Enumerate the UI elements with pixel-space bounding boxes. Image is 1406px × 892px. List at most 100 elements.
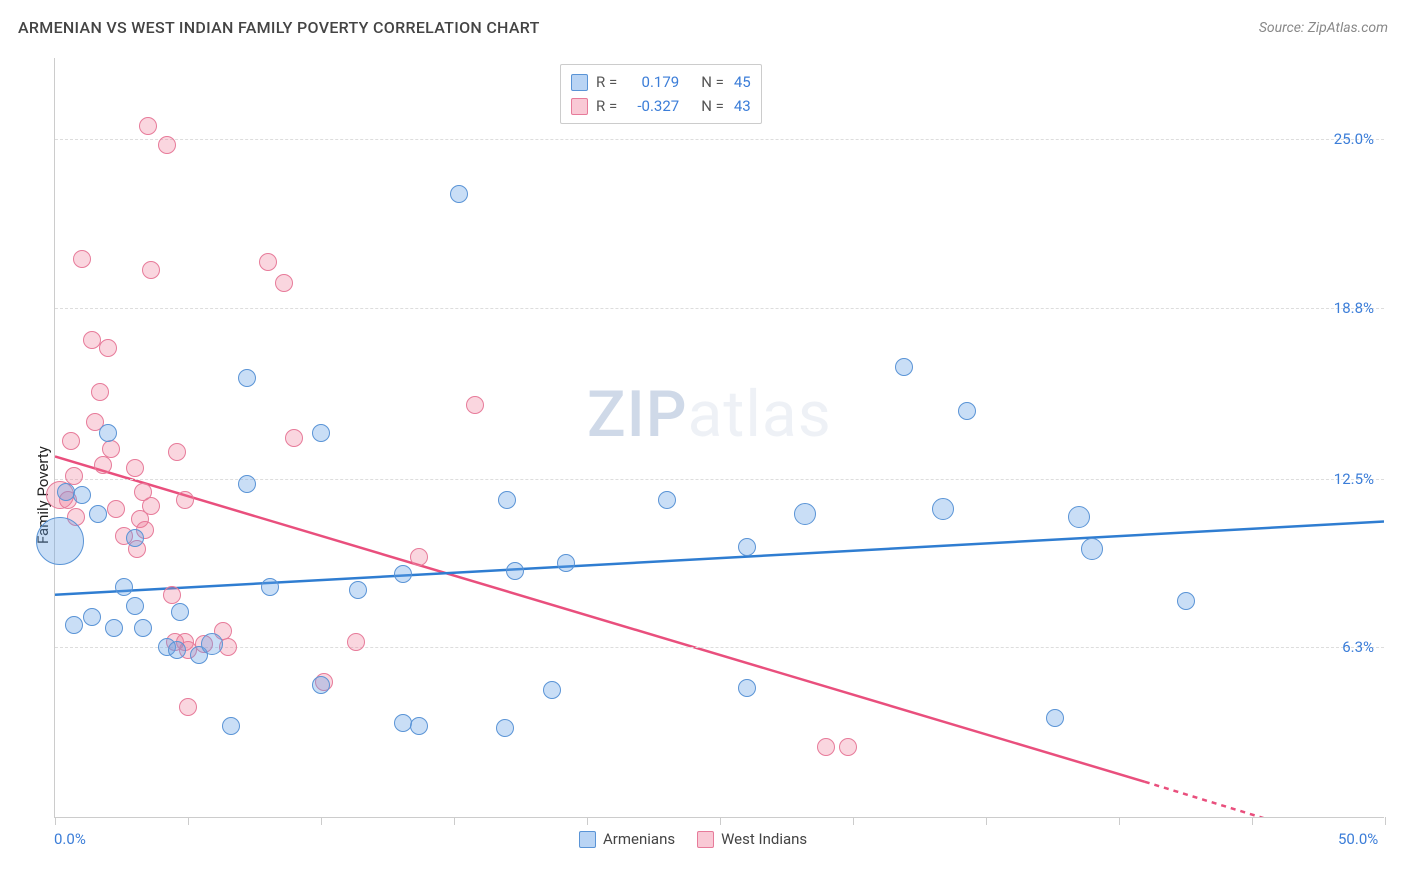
armenians-point [1046,709,1064,727]
armenians-swatch [571,74,588,91]
armenians-swatch [579,831,596,848]
westindians-point [99,339,117,357]
westindians-point [817,738,835,756]
westindians-swatch [697,831,714,848]
westindians-swatch [571,98,588,115]
series-legend: Armenians West Indians [579,830,807,848]
legend-label: Armenians [603,830,675,848]
armenians-point [83,608,101,626]
r-label: R = [596,70,617,94]
x-tick [321,817,322,825]
x-tick [986,817,987,825]
westindians-point [285,429,303,447]
armenians-point [105,619,123,637]
armenians-point [99,424,117,442]
correlation-row-armenians: R = 0.179 N = 45 [571,70,751,94]
armenians-point [1068,506,1090,528]
y-tick-label: 12.5% [1334,470,1374,488]
y-gridline [55,308,1384,309]
westindians-point [142,497,160,515]
source-label: Source: ZipAtlas.com [1259,20,1388,36]
y-gridline [55,647,1384,648]
trend-lines [55,58,1384,817]
armenians-point [73,486,91,504]
r-value: 0.179 [625,70,679,94]
legend-item-westindians: West Indians [697,830,807,848]
armenians-point [126,597,144,615]
armenians-point [895,358,913,376]
chart-title: ARMENIAN VS WEST INDIAN FAMILY POVERTY C… [18,18,540,37]
armenians-point [89,505,107,523]
r-label: R = [596,94,617,118]
westindians-point [102,440,120,458]
legend-label: West Indians [721,830,807,848]
westindians-point [168,443,186,461]
westindians-point [347,633,365,651]
westindians-point [94,456,112,474]
armenians-point [222,717,240,735]
watermark: ZIPatlas [587,377,832,452]
armenians-point [134,619,152,637]
westindians-point [107,500,125,518]
westindians-point [62,432,80,450]
armenians-point [171,603,189,621]
x-tick [720,817,721,825]
westindians-point [259,253,277,271]
armenians-point [312,424,330,442]
x-tick [55,817,56,825]
armenians-point [496,719,514,737]
x-tick [853,817,854,825]
armenians-point [410,717,428,735]
x-axis-min-label: 0.0% [54,830,86,848]
armenians-point [543,681,561,699]
y-gridline [55,139,1384,140]
westindians-point [179,698,197,716]
armenians-point [261,578,279,596]
armenians-point [168,641,186,659]
x-tick [188,817,189,825]
westindians-point [275,274,293,292]
westindians-point [466,396,484,414]
armenians-point [738,679,756,697]
n-value: 45 [734,70,751,94]
armenians-point [958,402,976,420]
correlation-legend: R = 0.179 N = 45R = -0.327 N = 43 [560,64,762,124]
westindians-point [139,117,157,135]
trend-line [55,456,1145,781]
westindians-point [158,136,176,154]
n-value: 43 [734,94,751,118]
armenians-point [238,475,256,493]
armenians-point [498,491,516,509]
armenians-point [1177,592,1195,610]
y-tick-label: 18.8% [1334,299,1374,317]
armenians-point [36,517,84,565]
armenians-point [65,616,83,634]
armenians-point [1081,538,1103,560]
armenians-point [506,562,524,580]
r-value: -0.327 [625,94,679,118]
westindians-point [176,491,194,509]
armenians-point [349,581,367,599]
x-tick [1252,817,1253,825]
legend-item-armenians: Armenians [579,830,675,848]
westindians-point [73,250,91,268]
y-tick-label: 6.3% [1342,638,1374,656]
armenians-point [201,633,223,655]
westindians-point [410,548,428,566]
n-label: N = [701,70,724,94]
x-tick [1119,817,1120,825]
correlation-row-westindians: R =-0.327N =43 [571,94,751,118]
x-tick [1385,817,1386,825]
x-axis-max-label: 50.0% [1338,830,1378,848]
armenians-point [394,565,412,583]
westindians-point [91,383,109,401]
westindians-point [126,459,144,477]
y-tick-label: 25.0% [1334,130,1374,148]
armenians-point [738,538,756,556]
armenians-point [658,491,676,509]
armenians-point [238,369,256,387]
x-tick [587,817,588,825]
westindians-point [163,586,181,604]
watermark-light: atlas [688,377,832,452]
armenians-point [557,554,575,572]
